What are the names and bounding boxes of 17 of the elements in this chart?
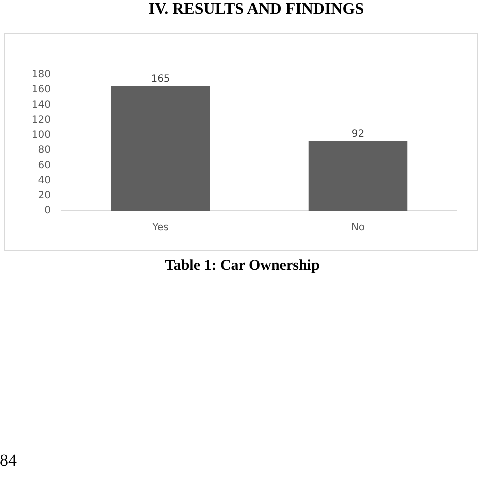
data-label: 92 [352,129,365,140]
x-tick-label: Yes [152,222,169,234]
chart-title: IV. RESULTS AND FINDINGS [148,1,366,19]
text: 84 [0,451,17,471]
y-tick-label: 40 [38,175,51,186]
y-tick-label: 20 [38,190,51,202]
y-tick-label: 160 [32,84,51,96]
y-tick-label: 140 [32,100,51,111]
y-tick-label: 60 [38,160,51,172]
caption: Table 1: Car Ownership [164,258,321,275]
y-tick-label: 100 [32,130,51,142]
x-tick-label: No [351,222,366,234]
y-tick-label: 180 [32,70,51,81]
data-label: 165 [151,74,170,85]
y-tick-label: 0 [44,206,51,217]
y-tick-label: 120 [32,114,51,126]
y-tick-label: 80 [38,145,51,156]
